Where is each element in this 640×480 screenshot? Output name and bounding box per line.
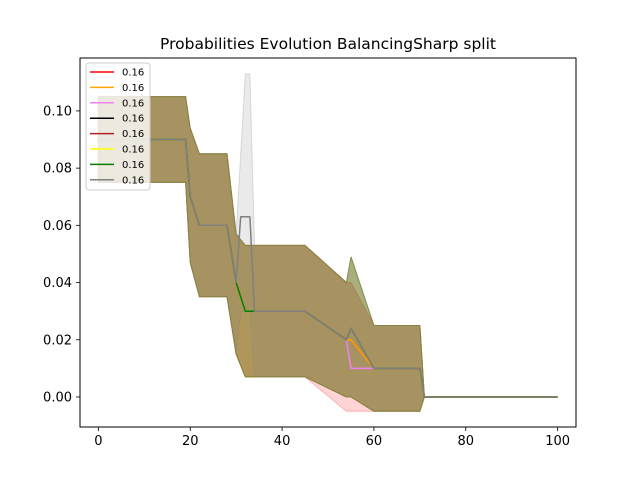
y-tick-label: 0.00 [43,390,72,405]
legend-label-8: 0.16 [122,175,144,186]
y-tick-label: 0.08 [43,162,72,177]
x-tick-label: 60 [366,434,383,449]
y-tick-label: 0.02 [43,333,72,348]
chart-title: Probabilities Evolution BalancingSharp s… [160,35,496,53]
y-tick-label: 0.06 [43,219,72,234]
plot-area-background [80,58,576,427]
legend-label-6: 0.16 [122,145,144,156]
legend-label-3: 0.16 [122,98,144,109]
y-tick-label: 0.10 [43,104,72,119]
x-tick-label: 40 [274,434,291,449]
x-tick-label: 80 [458,434,475,449]
legend-label-2: 0.16 [122,83,144,94]
series-lines [98,138,558,398]
x-axis: 0 20 40 60 80 100 [94,427,570,449]
y-axis: 0.00 0.02 0.04 0.06 0.08 0.10 [43,104,80,405]
legend: 0.16 0.16 0.16 0.16 0.16 0.16 0.16 0.16 [85,62,151,191]
legend-label-5: 0.16 [122,129,144,140]
legend-box [85,62,151,191]
x-tick-label: 20 [182,434,199,449]
x-tick-label: 0 [94,434,102,449]
legend-label-7: 0.16 [122,160,144,171]
line-series-8 [98,138,558,398]
x-tick-label: 100 [545,434,570,449]
legend-label-4: 0.16 [122,114,144,125]
y-tick-label: 0.04 [43,276,72,291]
plot-frame [79,57,577,428]
legend-label-1: 0.16 [122,68,144,79]
